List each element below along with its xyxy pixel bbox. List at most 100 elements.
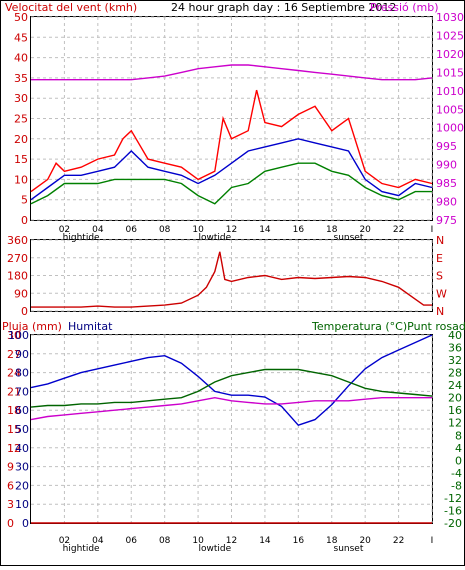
- temperature-y-tick: -16: [444, 504, 462, 517]
- humidity-y-tick: 10: [15, 498, 29, 511]
- direction-series-line: [31, 251, 432, 308]
- x-marker-label: hightide: [63, 233, 100, 243]
- temperature-axis-title: Temperatura (°C)Punt rosada: [311, 320, 465, 333]
- pressure-y-tick: 1005: [436, 103, 464, 116]
- x-marker-label: hightide: [63, 544, 100, 554]
- x-tick-label: 16: [293, 536, 305, 546]
- pressure-y-tick: 990: [436, 159, 457, 172]
- pressure-y-tick: 1025: [436, 29, 464, 42]
- humidity-y-tick: 100: [8, 329, 29, 342]
- wind-y-tick: 40: [14, 52, 28, 65]
- wind-y-tick: 35: [14, 72, 28, 85]
- wind-y-tick: 0: [21, 214, 28, 227]
- x-tick-label: 18: [326, 225, 338, 235]
- x-tick-label: I: [431, 536, 434, 546]
- temperature-y-tick: 0: [455, 454, 462, 467]
- rain-y-tick: 27: [7, 348, 21, 361]
- x-tick-label: 14: [259, 536, 271, 546]
- humidity-axis-title: Humitat: [68, 320, 113, 333]
- temperature-y-tick: 20: [448, 392, 462, 405]
- temperature-y-tick: 32: [448, 354, 462, 367]
- pressure-y-tick: 1010: [436, 85, 464, 98]
- x-tick-label: 12: [226, 225, 237, 235]
- rain-y-tick: 3: [7, 498, 14, 511]
- x-tick-label: 16: [293, 225, 305, 235]
- temperature-y-tick: 24: [448, 379, 462, 392]
- wind_gust-series-line: [30, 89, 433, 193]
- temperature-y-tick: -8: [451, 479, 462, 492]
- temperature-y-tick: 28: [448, 367, 462, 380]
- wind_mid-series-line: [30, 138, 433, 201]
- temperature-y-tick: -20: [444, 517, 462, 530]
- temperature-y-tick: 16: [448, 404, 462, 417]
- x-tick-label: I: [431, 225, 434, 235]
- humidity-y-tick: 70: [15, 385, 29, 398]
- compass-label: N: [436, 234, 444, 247]
- data-series: [30, 64, 433, 524]
- compass-label: E: [436, 252, 443, 265]
- x-tick-label: 12: [226, 536, 237, 546]
- pressure-series-line: [31, 64, 433, 81]
- temperature-y-tick: 36: [448, 342, 462, 355]
- temperature-y-tick: 8: [455, 429, 462, 442]
- humidity-y-tick: 40: [15, 442, 29, 455]
- x-tick-label: 20: [359, 225, 371, 235]
- compass-label: W: [436, 287, 447, 300]
- wind-y-tick: 20: [14, 133, 28, 146]
- wind-y-tick: 25: [14, 113, 28, 126]
- pressure-y-tick: 995: [436, 140, 457, 153]
- dewpoint-series-line: [30, 396, 432, 421]
- humidity-y-tick: 20: [15, 479, 29, 492]
- x-tick-label: 06: [126, 225, 138, 235]
- x-tick-label: 08: [159, 536, 171, 546]
- chart-title: 24 hour graph day : 16 Septiembre 2012: [171, 1, 396, 14]
- wind-axis-title: Velocitat del vent (kmh): [5, 1, 137, 14]
- x-tick-label: 02: [59, 536, 70, 546]
- humidity-series-line: [30, 334, 433, 427]
- wind_avg-series-line: [30, 162, 432, 205]
- pressure-axis-title: Pressió (mb): [370, 1, 439, 14]
- rain-y-tick: 0: [7, 517, 14, 530]
- temperature-y-tick: 12: [448, 417, 462, 430]
- rain-y-tick: 15: [7, 423, 21, 436]
- rain-y-tick: 30: [7, 329, 21, 342]
- wind-y-tick: 10: [14, 173, 28, 186]
- humidity-y-tick: 80: [15, 367, 29, 380]
- x-tick-label: 02: [59, 225, 70, 235]
- humidity-y-tick: 50: [15, 423, 29, 436]
- temperature-series-line: [30, 368, 433, 408]
- temperature-y-tick: -12: [444, 492, 462, 505]
- humidity-y-tick: 0: [22, 517, 29, 530]
- rain-y-tick: 18: [7, 404, 21, 417]
- pressure-y-tick: 980: [436, 196, 457, 209]
- x-tick-label: 10: [192, 225, 204, 235]
- x-tick-label: 04: [92, 536, 104, 546]
- rain-y-tick: 21: [7, 385, 21, 398]
- direction-y-tick: 180: [7, 270, 28, 283]
- x-tick-label: 10: [192, 536, 204, 546]
- direction-y-tick: 0: [21, 305, 28, 318]
- x-tick-label: 04: [92, 225, 104, 235]
- pressure-y-tick: 1030: [436, 11, 464, 24]
- pressure-y-tick: 1020: [436, 48, 464, 61]
- rain-axis-title: Pluja (mm): [2, 320, 62, 333]
- temperature-y-tick: 40: [448, 329, 462, 342]
- x-tick-label: 14: [259, 225, 271, 235]
- wind-y-tick: 30: [14, 92, 28, 105]
- pressure-y-tick: 1015: [436, 66, 464, 79]
- wind-y-tick: 15: [14, 153, 28, 166]
- direction-y-tick: 270: [7, 252, 28, 265]
- pressure-y-tick: 985: [436, 177, 457, 190]
- x-tick-label: 22: [393, 536, 404, 546]
- wind-y-tick: 5: [21, 194, 28, 207]
- rain-y-tick: 6: [7, 479, 14, 492]
- rain-y-tick: 12: [7, 442, 21, 455]
- wind-y-tick: 45: [14, 31, 28, 44]
- direction-y-tick: 360: [7, 234, 28, 247]
- x-marker-label: sunset: [334, 233, 364, 243]
- x-tick-label: 22: [393, 225, 404, 235]
- humidity-y-tick: 60: [15, 404, 29, 417]
